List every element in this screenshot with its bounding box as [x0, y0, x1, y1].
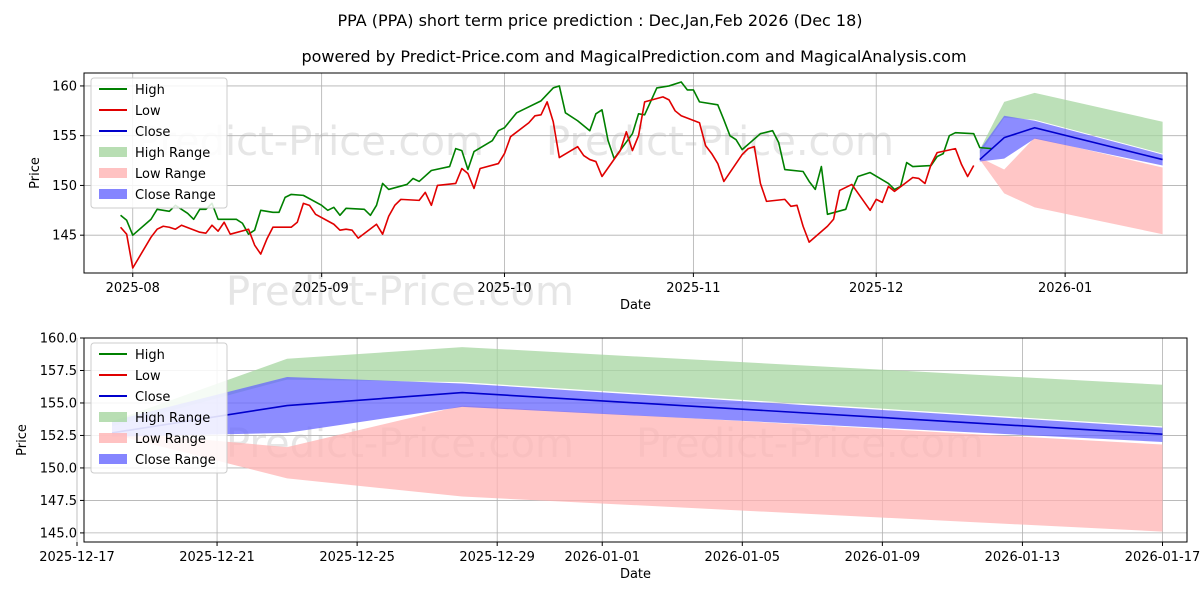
legend-label: High: [135, 83, 165, 98]
y-tick-label: 155: [52, 129, 77, 144]
low-series-line: [119, 96, 975, 269]
y-tick-label: 160: [52, 79, 77, 94]
x-tick-label: 2025-12-21: [179, 550, 255, 565]
watermark-text: Predict-Price.com: [226, 269, 574, 315]
legend-label: High: [135, 348, 165, 363]
y-tick-label: 145.0: [40, 526, 77, 541]
close-range-band: [979, 115, 1163, 166]
high-range-band: [112, 347, 1163, 427]
legend-label: Close: [135, 125, 170, 140]
forecast-panel: Predict-Price.comPredict-Price.com2025-1…: [15, 332, 1200, 583]
y-tick-label: 150.0: [40, 461, 77, 476]
legend-label: Low: [135, 369, 161, 384]
y-axis-label: Price: [28, 157, 43, 189]
x-axis-label: Date: [620, 298, 651, 313]
close-range-band: [112, 376, 1163, 442]
y-tick-label: 155.0: [40, 396, 77, 411]
y-tick-label: 147.5: [40, 494, 77, 509]
chart-subtitle: powered by Predict-Price.com and Magical…: [301, 47, 966, 66]
legend-swatch: [99, 168, 127, 178]
x-tick-label: 2026-01-13: [985, 550, 1061, 565]
legend: High Low Close High Range Low Range Close Ran…: [90, 342, 228, 474]
x-tick-label: 2025-11: [666, 281, 720, 296]
x-tick-label: 2026-01-17: [1125, 550, 1200, 565]
legend-label: Close Range: [135, 188, 216, 203]
legend-swatch: [99, 147, 127, 157]
legend-swatch: [99, 412, 127, 422]
y-tick-label: 157.5: [40, 364, 77, 379]
low-range-band: [979, 137, 1163, 235]
x-tick-label: 2026-01-09: [845, 550, 921, 565]
y-tick-label: 150: [52, 179, 77, 194]
legend-label: Low Range: [135, 167, 206, 182]
y-tick-label: 160.0: [40, 332, 77, 347]
x-tick-label: 2025-10: [477, 281, 531, 296]
close-series-line: [979, 126, 1163, 161]
x-tick-label: 2025-12-17: [39, 550, 115, 565]
legend-swatch: [99, 433, 127, 443]
legend-label: Low Range: [135, 432, 206, 447]
history-panel: Predict-Price.com Predict-Price.comPredic…: [28, 72, 1188, 315]
x-axis-label: Date: [620, 567, 651, 582]
y-tick-label: 145: [52, 229, 77, 244]
x-tick-label: 2025-12-29: [459, 550, 535, 565]
x-tick-label: 2026-01-01: [564, 550, 640, 565]
high-range-band: [979, 92, 1163, 154]
legend-label: Close: [135, 390, 170, 405]
legend-swatch: [99, 189, 127, 199]
legend-label: Low: [135, 104, 161, 119]
x-tick-label: 2025-12: [849, 281, 903, 296]
legend-swatch: [99, 454, 127, 464]
y-tick-label: 152.5: [40, 429, 77, 444]
x-tick-label: 2026-01: [1038, 281, 1092, 296]
x-tick-label: 2025-08: [106, 281, 160, 296]
legend-label: High Range: [135, 411, 210, 426]
chart-title: PPA (PPA) short term price prediction : …: [337, 11, 862, 30]
x-tick-label: 2026-01-05: [705, 550, 781, 565]
high-series-line: [120, 81, 993, 236]
legend: High Low Close High Range Low Range Close Ran…: [90, 77, 228, 209]
y-axis-label: Price: [15, 424, 30, 456]
low-range-band: [112, 405, 1163, 532]
legend-label: Close Range: [135, 453, 216, 468]
x-tick-label: 2025-12-25: [319, 550, 395, 565]
axes-frame: [83, 337, 1188, 543]
axes-frame: [83, 72, 1188, 274]
legend-label: High Range: [135, 146, 210, 161]
watermark-text: Predict-Price.com: [546, 119, 894, 165]
x-tick-label: 2025-09: [294, 281, 348, 296]
